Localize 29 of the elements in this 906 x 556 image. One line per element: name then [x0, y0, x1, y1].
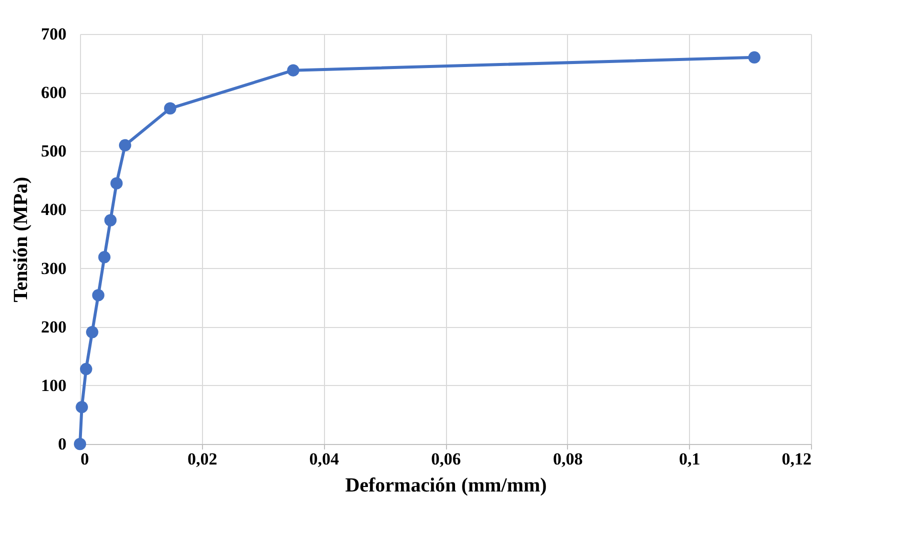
point: [92, 289, 104, 302]
x-tick-label: 0: [80, 450, 89, 468]
y-tick-label: 100: [41, 376, 66, 395]
point: [110, 177, 123, 190]
point: [80, 362, 92, 376]
y-tick-label: 200: [41, 317, 66, 336]
point: [98, 251, 110, 264]
x-tick-label: 0,02: [187, 450, 218, 468]
x-axis-title: Deformación (mm/mm): [345, 474, 547, 496]
y-tick-label: 300: [41, 258, 66, 278]
x-tick-label: 0,12: [782, 450, 812, 468]
point: [76, 400, 88, 414]
y-tick-label: 500: [41, 142, 66, 161]
point: [118, 139, 132, 152]
x-tick-label: 0,1: [679, 450, 700, 468]
point: [287, 64, 300, 76]
y-axis-title: Tensión (MPa): [10, 176, 32, 302]
y-tick-label: 0: [58, 434, 66, 454]
y-tick-label: 600: [41, 83, 66, 102]
point: [104, 214, 117, 226]
y-tick-label: 400: [41, 200, 66, 220]
x-tick-label: 0,04: [309, 450, 340, 468]
point: [74, 438, 86, 450]
point: [164, 102, 176, 114]
x-tick-label: 0,06: [431, 450, 461, 468]
x-tick-label: 0,08: [552, 450, 583, 468]
y-tick-label: 700: [41, 24, 66, 44]
point: [86, 326, 98, 338]
point: [748, 51, 760, 64]
